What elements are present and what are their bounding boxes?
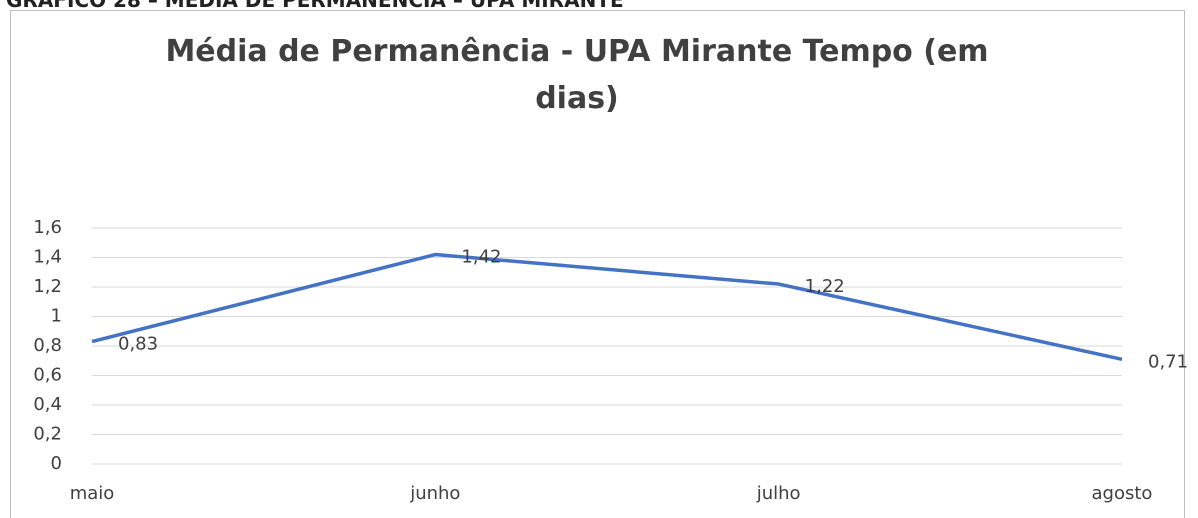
chart-frame — [10, 10, 1185, 518]
y-tick-label: 1 — [51, 306, 62, 327]
x-tick-label: junho — [409, 483, 460, 504]
x-tick-label: julho — [756, 483, 801, 504]
x-tick-label: agosto — [1092, 483, 1153, 504]
y-tick-label: 1,4 — [33, 247, 62, 268]
y-tick-label: 1,2 — [33, 276, 62, 297]
line — [91, 252, 1123, 361]
caption: GRÁFICO 28 – MÉDIA DE PERMANÊNCIA – UPA … — [6, 0, 624, 12]
y-tick-label: 0,6 — [33, 365, 62, 386]
y-tick-label: 1,6 — [33, 217, 62, 238]
y-tick-label: 0,4 — [33, 394, 62, 415]
y-tick-label: 0 — [51, 453, 62, 474]
data-label: 1,42 — [461, 247, 501, 268]
y-tick-label: 0,2 — [33, 424, 62, 445]
x-tick-label: maio — [70, 483, 115, 504]
data-label: 0,83 — [118, 334, 158, 355]
data-label: 0,71 — [1148, 351, 1188, 372]
data-label: 1,22 — [805, 276, 845, 297]
chart-title: Média de Permanência - UPA Mirante Tempo… — [165, 34, 989, 116]
y-tick-label: 0,8 — [33, 335, 62, 356]
